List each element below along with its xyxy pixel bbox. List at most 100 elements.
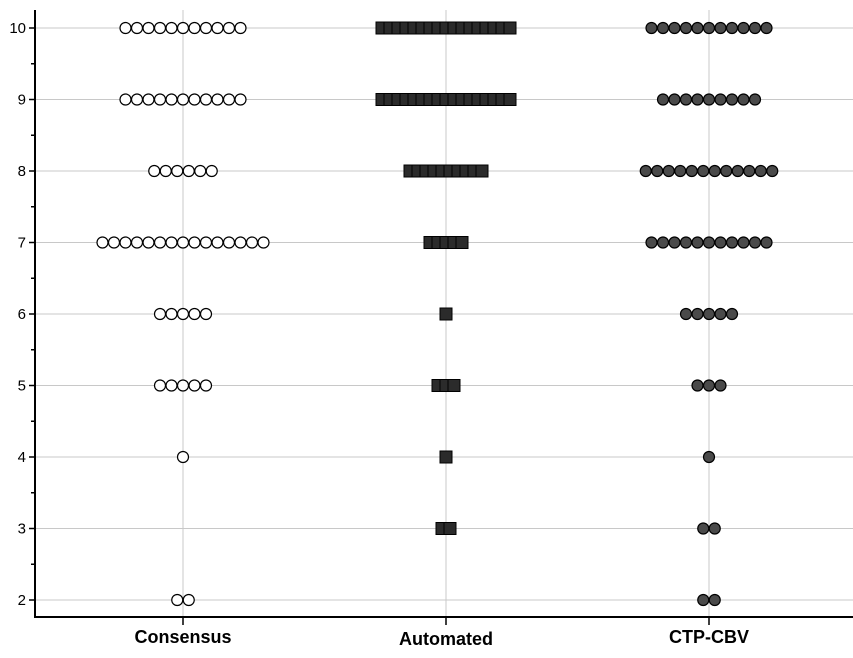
data-point xyxy=(737,236,750,249)
data-point xyxy=(691,21,704,35)
data-point xyxy=(188,307,201,321)
y-tick-label: 5 xyxy=(18,378,26,395)
data-point xyxy=(142,236,155,249)
data-point xyxy=(691,379,704,392)
data-point xyxy=(720,164,733,178)
y-tick-label: 8 xyxy=(18,163,26,180)
data-point xyxy=(443,522,457,535)
y-tick-label: 10 xyxy=(9,20,26,37)
data-point xyxy=(447,379,461,392)
data-point xyxy=(176,307,190,321)
data-point xyxy=(153,236,167,249)
y-tick-label: 9 xyxy=(18,92,26,109)
data-point xyxy=(194,164,207,178)
data-point xyxy=(176,450,190,464)
data-point xyxy=(96,236,109,249)
data-point xyxy=(222,93,236,106)
data-point xyxy=(153,379,167,392)
data-point xyxy=(702,379,716,392)
data-point xyxy=(702,236,716,249)
data-point xyxy=(691,307,704,321)
data-point xyxy=(171,593,184,607)
data-point xyxy=(714,379,727,392)
data-point xyxy=(439,450,453,464)
data-point xyxy=(188,236,201,249)
category-label: Automated xyxy=(399,629,493,649)
data-point xyxy=(222,21,236,35)
data-point xyxy=(165,307,178,321)
data-point xyxy=(199,307,213,321)
data-point xyxy=(199,236,213,249)
data-point xyxy=(725,93,739,106)
data-point xyxy=(222,236,236,249)
data-point xyxy=(107,236,121,249)
data-point xyxy=(645,236,658,249)
data-point xyxy=(165,236,178,249)
data-point xyxy=(656,93,670,106)
data-point xyxy=(748,236,762,249)
data-point xyxy=(731,164,744,178)
data-point xyxy=(188,21,201,35)
data-point xyxy=(234,236,247,249)
data-point xyxy=(702,21,716,35)
data-point xyxy=(685,164,698,178)
data-point xyxy=(182,164,195,178)
data-point xyxy=(439,307,453,321)
data-point xyxy=(188,93,201,106)
data-point xyxy=(148,164,161,178)
data-point xyxy=(639,164,652,178)
category-label: Consensus xyxy=(134,627,231,647)
y-tick-label: 7 xyxy=(18,235,26,252)
data-point xyxy=(725,21,739,35)
data-point xyxy=(176,379,190,392)
data-point xyxy=(199,93,213,106)
data-point xyxy=(679,21,693,35)
data-point xyxy=(142,21,155,35)
data-point xyxy=(234,93,247,106)
data-point xyxy=(662,164,675,178)
data-point xyxy=(176,21,190,35)
data-point xyxy=(697,593,710,607)
data-point xyxy=(153,21,167,35)
data-point xyxy=(674,164,687,178)
data-point xyxy=(679,93,693,106)
data-point xyxy=(702,307,716,321)
data-point xyxy=(130,21,144,35)
data-point xyxy=(199,21,213,35)
data-point xyxy=(245,236,259,249)
data-point xyxy=(702,93,716,106)
data-point xyxy=(754,164,767,178)
data-point xyxy=(645,21,658,35)
data-point xyxy=(725,236,739,249)
data-point xyxy=(165,379,178,392)
data-point xyxy=(153,93,167,106)
data-point xyxy=(159,164,172,178)
data-point xyxy=(651,164,664,178)
data-point xyxy=(455,236,469,249)
data-point xyxy=(714,236,727,249)
data-point xyxy=(748,21,762,35)
data-point xyxy=(176,236,190,249)
data-point xyxy=(142,93,155,106)
data-point xyxy=(205,164,218,178)
data-point xyxy=(188,379,201,392)
data-point xyxy=(656,236,670,249)
y-tick-label: 3 xyxy=(18,521,26,538)
data-point xyxy=(119,93,132,106)
data-point xyxy=(737,21,750,35)
data-point xyxy=(679,236,693,249)
data-point xyxy=(211,93,224,106)
data-point xyxy=(171,164,184,178)
data-point xyxy=(211,236,224,249)
data-point xyxy=(760,21,773,35)
data-point xyxy=(743,164,756,178)
category-label: CTP-CBV xyxy=(669,627,749,647)
data-point xyxy=(503,93,517,106)
data-point xyxy=(165,93,178,106)
data-point xyxy=(714,21,727,35)
data-point xyxy=(176,93,190,106)
data-point xyxy=(766,164,779,178)
data-point xyxy=(748,93,762,106)
data-point xyxy=(165,21,178,35)
